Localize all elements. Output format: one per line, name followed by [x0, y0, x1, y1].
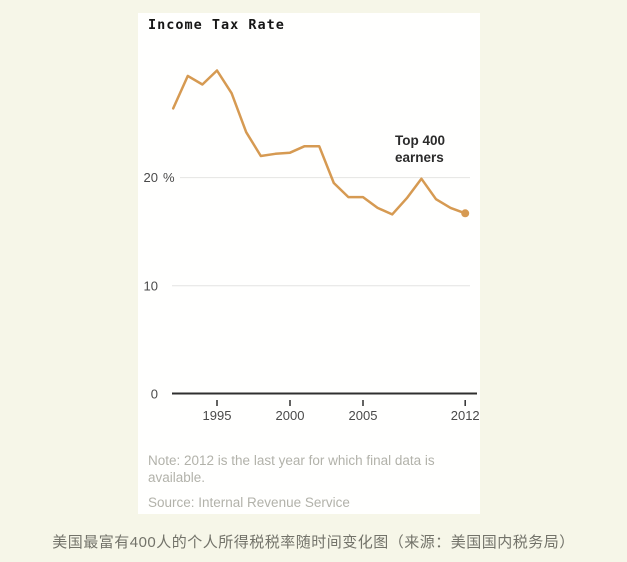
y-axis-unit-label: % [163, 170, 175, 185]
tax-rate-line-chart: 20 % 10 0 1995 2000 2005 2012 [144, 69, 480, 423]
tax-rate-line [171, 69, 467, 216]
series-label: Top 400 earners [395, 133, 445, 166]
y-tick-label-0: 0 [151, 387, 158, 402]
series-label-line2: earners [395, 149, 444, 165]
x-tick-label-2012: 2012 [451, 408, 480, 423]
chart-source: Source: Internal Revenue Service [148, 495, 350, 510]
caption: 美国最富有400人的个人所得税税率随时间变化图（来源：美国国内税务局） [52, 534, 575, 551]
end-point-dot [461, 209, 470, 218]
series-label-line1: Top 400 [395, 133, 446, 148]
y-tick-label-20: 20 [144, 170, 158, 185]
x-tick-label-2000: 2000 [276, 408, 305, 423]
y-tick-label-10: 10 [144, 278, 158, 293]
chart-note: Note: 2012 is the last year for which fi… [148, 453, 435, 485]
x-tick-label-2005: 2005 [349, 408, 378, 423]
chart-panel: Income Tax Rate 20% 10 0 1995 2000 2005 2012 T… [138, 13, 480, 514]
x-tick-label-1995: 1995 [203, 408, 232, 423]
chart-title: Income Tax Rate [148, 17, 285, 33]
